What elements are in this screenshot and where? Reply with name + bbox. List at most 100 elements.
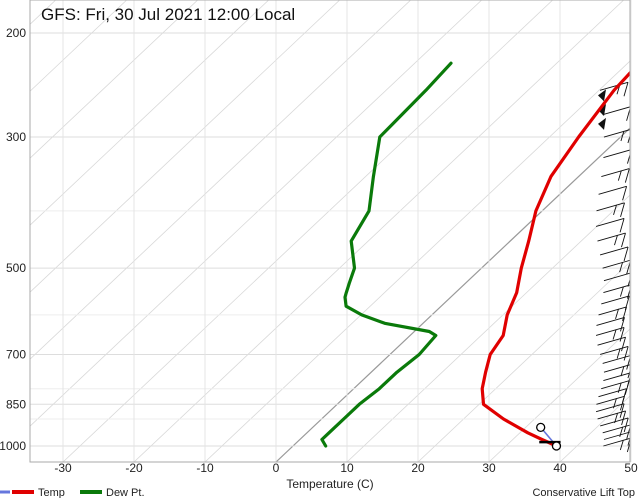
wind-barb-shaft [603,129,630,138]
wind-barb-flag [626,425,630,439]
wind-barb-shaft [595,217,625,227]
wind-barbs [595,81,630,453]
wind-barb-shaft [599,246,629,256]
wind-barb-shaft [595,327,625,336]
wind-barb-shaft [601,168,630,178]
parcel-marker [536,422,546,433]
wind-barb-flag [621,410,627,426]
y-tick-label: 200 [6,26,26,40]
plot-background [30,0,630,462]
wind-barb-shaft [599,81,629,91]
x-tick-label: 0 [273,461,280,475]
wind-barb-flag [620,396,625,411]
y-tick-label: 700 [6,347,26,361]
wind-barb-flag [623,82,629,97]
wind-barb-flag [615,308,619,320]
wind-barb-shaft [598,185,627,195]
isotherm-line [30,0,340,293]
x-tick-label: -10 [196,461,214,475]
x-tick-label: 40 [553,461,567,475]
wind-barb-flag [613,204,617,215]
wind-barb-shaft [595,403,625,413]
legend-label: Temp [38,487,65,498]
isotherm-line [30,0,269,226]
wind-barb-shaft [603,364,630,373]
x-tick-label: 10 [340,461,354,475]
isotherm-line [417,261,630,462]
wind-barb-flag [620,317,625,332]
skewed-isotherm-grid [30,0,639,462]
wind-barb-shaft [601,380,630,390]
wind-barb-flag [612,329,617,340]
wind-barb-flag [619,327,625,342]
pressure-grid [30,32,630,447]
wind-barb-flag [621,337,626,352]
wind-barb-shaft [598,388,627,398]
wind-barb-flag [627,153,630,164]
wind-barb-shaft [603,431,630,440]
wind-barb-shaft [597,336,626,346]
wind-barb-shaft [603,149,630,159]
y-tick-labels: 200 300 500 700 850 1000 [0,26,26,453]
chart-title: GFS: Fri, 30 Jul 2021 12:00 Local [41,5,295,24]
y-tick-label: 300 [6,130,26,144]
isotherm-line [62,0,553,462]
isotherm-line [30,0,482,427]
y-tick-label: 1000 [0,439,26,453]
legend-label: Dew Pt. [106,487,145,498]
wind-barb-flag [617,170,622,181]
wind-barb-shaft [601,295,630,305]
wind-barb-flag [622,306,627,322]
wind-barb-shaft [596,395,625,405]
x-tick-label: -20 [125,461,143,475]
wind-barb-flag [614,234,618,246]
isotherm-line [631,0,639,462]
wind-barb-pennant [598,117,606,130]
wind-barb-shaft [600,346,629,355]
dewpoint-line [320,61,453,448]
isotherm-line [204,60,630,462]
wind-barb-shaft [598,306,627,316]
isotherm-line [30,0,198,159]
sounding-series [320,61,630,451]
wind-barb-flag [626,356,630,370]
wind-barb-flag [623,346,629,361]
zero-isotherm-line [275,127,630,462]
plot-frame [29,0,631,463]
x-tick-label: -30 [54,461,72,475]
y-tick-label: 500 [6,261,26,275]
wind-barb-pennant [598,104,606,117]
wind-barb-shaft [602,106,630,116]
wind-barb-shaft [603,284,630,294]
wind-barb-flag [622,186,628,201]
wind-barb-shaft [603,372,630,382]
wind-barb-flag [623,417,629,433]
wind-barb-flag [619,218,625,233]
parcel-marker [551,441,562,451]
wind-barb-shaft [602,259,630,269]
wind-barb-shaft [596,202,625,212]
wind-barb-flag [620,202,625,217]
wind-barb-shaft [597,232,626,242]
legend-label: Conservative Lift Top [532,487,635,498]
wind-barb-flag [619,439,624,451]
wind-barb-flag [624,380,630,395]
wind-barb-flag [620,366,625,377]
temperature-grid [62,0,632,462]
isotherm-line [346,194,630,462]
wind-barb-flag [621,232,626,248]
wind-barb-shaft [602,424,630,434]
isotherm-line [133,0,624,462]
isotherm-line [30,0,411,360]
wind-barb-shaft [596,316,625,326]
wind-barb-shaft [603,272,630,282]
wind-barb-flag [623,246,629,262]
x-tick-labels: -30 -20 -10 0 10 20 30 40 50 [54,461,638,475]
wind-barb-flag [619,262,624,273]
wind-barb-shaft [602,355,630,364]
x-axis-title: Temperature (C) [286,477,373,491]
wind-barb-shaft [600,417,629,427]
x-tick-label: 20 [411,461,425,475]
isotherm-line [30,0,127,92]
